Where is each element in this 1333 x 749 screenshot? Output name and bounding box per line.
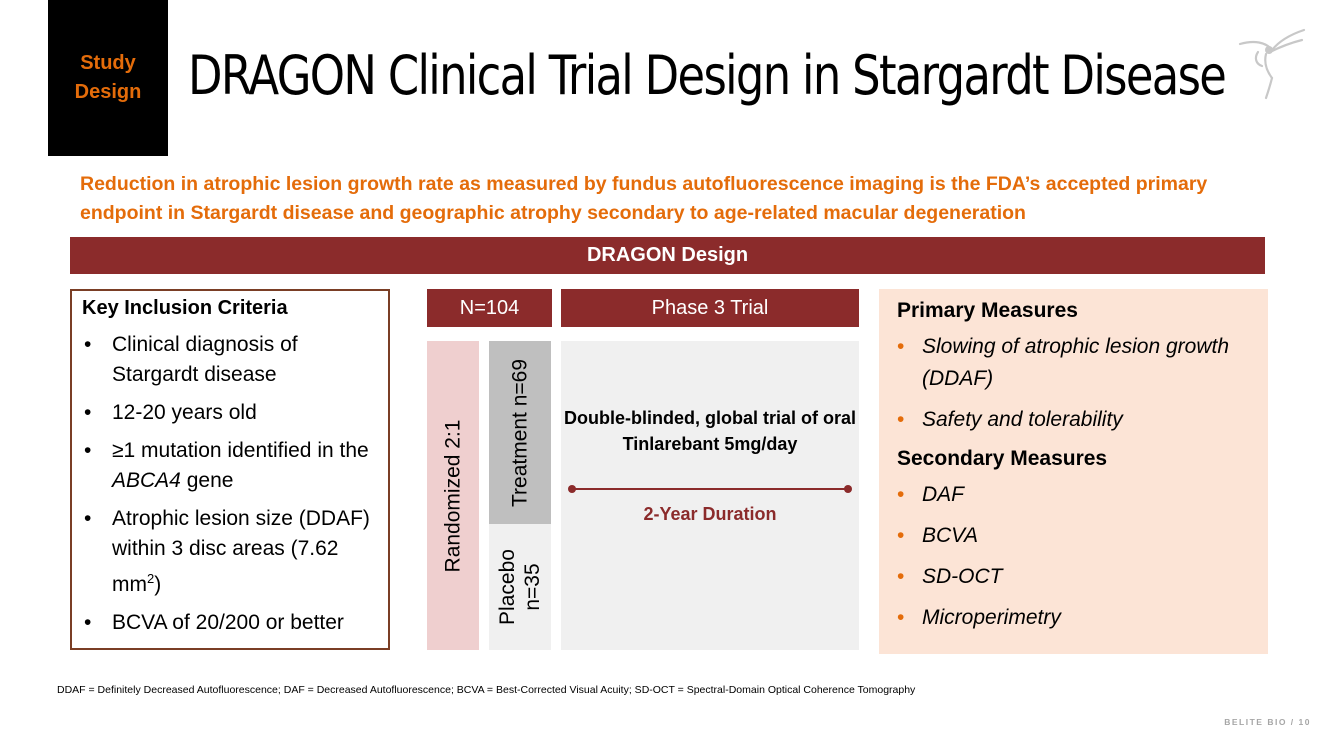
bullet-icon: •: [897, 606, 905, 629]
duration-label: 2-Year Duration: [643, 504, 777, 524]
sample-size-header: N=104: [427, 289, 552, 327]
timeline-end-dot: [844, 485, 852, 493]
bullet-icon: •: [84, 611, 92, 634]
hummingbird-logo-icon: [1238, 28, 1306, 100]
inclusion-item: • Atrophic lesion size (DDAF) within 3 di…: [82, 504, 378, 600]
measures-box: Primary Measures • Slowing of atrophic le…: [879, 289, 1268, 654]
bullet-icon: •: [897, 335, 905, 358]
intro-statement: Reduction in atrophic lesion growth rate…: [80, 173, 1208, 224]
section-tag: Study Design: [48, 0, 168, 156]
inclusion-item: • Clinical diagnosis of Stargardt disease: [82, 330, 378, 390]
bullet-icon: •: [897, 408, 905, 431]
primary-measure-item: • Safety and tolerability: [897, 404, 1250, 436]
treatment-label: Treatment n=69: [508, 358, 532, 507]
page-footer: BELITE BIO / 10: [1224, 717, 1311, 727]
bullet-icon: •: [897, 524, 905, 547]
timeline-line: [571, 488, 849, 490]
gene-name: ABCA4: [112, 469, 181, 492]
abbreviations-footnote: DDAF = Definitely Decreased Autofluoresc…: [57, 684, 916, 696]
primary-measures-heading: Primary Measures: [897, 299, 1078, 322]
phase-header: Phase 3 Trial: [561, 289, 859, 327]
secondary-measure-item: • Microperimetry: [897, 602, 1250, 634]
placebo-arm: Placebo n=35: [489, 524, 551, 650]
section-tag-line1: Study: [80, 52, 136, 74]
page-title: DRAGON Clinical Trial Design in Stargard…: [188, 44, 1227, 107]
randomized-label: Randomized 2:1: [441, 419, 465, 572]
secondary-measures-heading: Secondary Measures: [897, 447, 1108, 470]
bullet-icon: •: [84, 333, 92, 356]
bullet-icon: •: [84, 401, 92, 424]
inclusion-heading: Key Inclusion Criteria: [82, 297, 288, 319]
bullet-icon: •: [84, 439, 92, 462]
bullet-icon: •: [897, 565, 905, 588]
secondary-measures-list: • DAF • BCVA • SD-OCT • Microperimetry: [897, 479, 1250, 634]
inclusion-item: • 12-20 years old: [82, 398, 378, 428]
design-banner: DRAGON Design: [70, 237, 1265, 274]
timeline-start-dot: [568, 485, 576, 493]
bullet-icon: •: [84, 507, 92, 530]
primary-measure-item: • Slowing of atrophic lesion growth (DDAF…: [897, 331, 1250, 395]
inclusion-list: • Clinical diagnosis of Stargardt disease…: [82, 330, 378, 638]
section-tag-line2: Design: [74, 81, 142, 103]
bullet-icon: •: [897, 483, 905, 506]
randomized-bar: Randomized 2:1: [427, 341, 479, 650]
inclusion-item: • BCVA of 20/200 or better: [82, 608, 378, 638]
primary-measures-list: • Slowing of atrophic lesion growth (DDAF…: [897, 331, 1250, 436]
inclusion-item: • ≥1 mutation identified in the ABCA4 gen…: [82, 436, 378, 496]
inclusion-criteria-box: Key Inclusion Criteria • Clinical diagnos…: [70, 289, 390, 650]
secondary-measure-item: • SD-OCT: [897, 561, 1250, 593]
secondary-measure-item: • DAF: [897, 479, 1250, 511]
secondary-measure-item: • BCVA: [897, 520, 1250, 552]
placebo-label: Placebo n=35: [496, 549, 544, 625]
trial-description-box: Double-blinded, global trial of oral Tin…: [561, 341, 859, 650]
trial-description: Double-blinded, global trial of oral Tin…: [564, 408, 856, 454]
treatment-arm: Treatment n=69: [489, 341, 551, 524]
